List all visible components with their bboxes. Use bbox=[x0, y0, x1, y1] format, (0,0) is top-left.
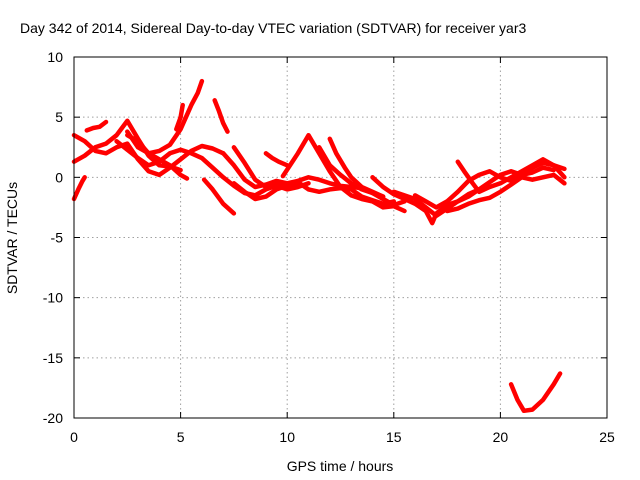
series-track-t10 bbox=[212, 98, 230, 134]
series-track-t7 bbox=[125, 78, 205, 156]
series-track-t9 bbox=[201, 177, 237, 216]
grid bbox=[74, 57, 607, 418]
series-track-t22 bbox=[455, 157, 567, 195]
x-axis-label: GPS time / hours bbox=[287, 458, 394, 474]
series-track-t19 bbox=[391, 165, 556, 219]
series-track-t17 bbox=[327, 136, 386, 199]
chart-title: Day 342 of 2014, Sidereal Day-to-day VTE… bbox=[20, 20, 526, 36]
y-tick-label: 0 bbox=[55, 169, 63, 185]
x-tick-label: 5 bbox=[177, 429, 185, 445]
y-tick-label: 10 bbox=[47, 49, 63, 65]
x-tick-label: 15 bbox=[386, 429, 402, 445]
y-tick-label: -10 bbox=[43, 290, 63, 306]
series-track-t15 bbox=[280, 132, 407, 214]
y-tick-label: -5 bbox=[51, 230, 64, 246]
ticks: 0 5 10 15 20 25 -20 -15 -10 -5 0 5 10 bbox=[43, 49, 615, 445]
series-track-t23 bbox=[508, 371, 563, 414]
series-track-t20 bbox=[412, 160, 567, 210]
series-track-t8 bbox=[174, 102, 185, 132]
x-tick-label: 0 bbox=[70, 429, 78, 445]
y-axis-label: SDTVAR / TECUs bbox=[4, 182, 20, 294]
series-track-t4 bbox=[84, 119, 109, 133]
series-track-t21 bbox=[444, 172, 567, 214]
series-track-t14 bbox=[263, 151, 290, 168]
x-tick-label: 25 bbox=[599, 429, 615, 445]
x-tick-label: 20 bbox=[493, 429, 509, 445]
series-track-t2 bbox=[71, 132, 226, 178]
y-tick-label: 5 bbox=[55, 109, 63, 125]
y-tick-label: -20 bbox=[43, 410, 63, 426]
series-track-t13 bbox=[231, 181, 301, 202]
series-track-t6 bbox=[125, 132, 190, 181]
x-tick-label: 10 bbox=[279, 429, 295, 445]
series-track-t3 bbox=[71, 175, 87, 202]
series-layer bbox=[71, 78, 567, 414]
y-tick-label: -15 bbox=[43, 350, 63, 366]
